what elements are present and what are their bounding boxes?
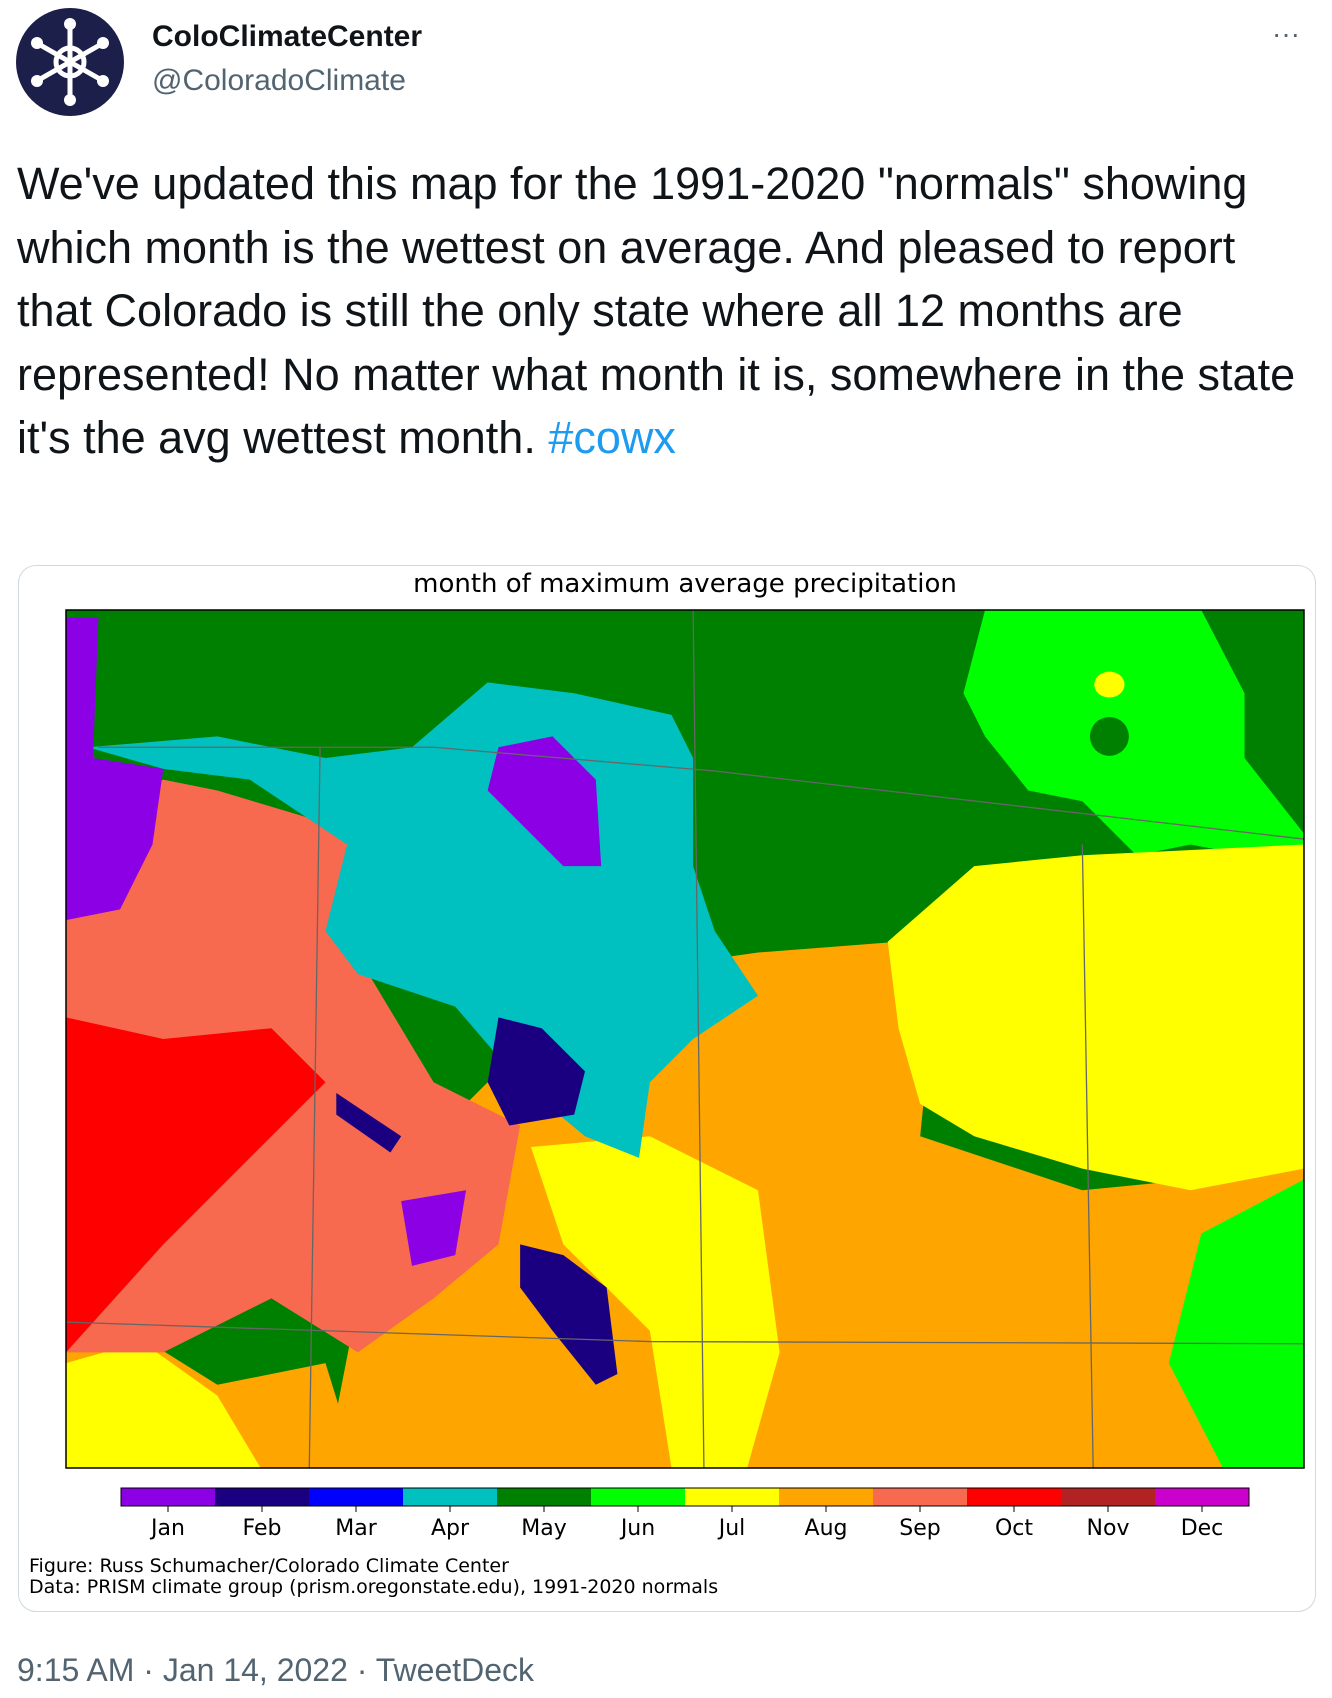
colorbar-label: May: [521, 1516, 566, 1541]
timestamp[interactable]: 9:15 AM · Jan 14, 2022 · TweetDeck: [17, 1652, 535, 1688]
credit-line: Figure: Russ Schumacher/Colorado Climate…: [29, 1555, 509, 1577]
colorbar-label: Aug: [805, 1516, 848, 1541]
avatar[interactable]: [15, 8, 125, 118]
colorbar-label: Apr: [431, 1516, 470, 1541]
tweet-text: We've updated this map for the 1991-2020…: [17, 152, 1317, 470]
colorbar-label: Jan: [149, 1516, 185, 1541]
figure: month of maximum average precipitation: [29, 569, 1305, 1598]
colorbar-label: Sep: [899, 1516, 940, 1541]
tweet-body: We've updated this map for the 1991-2020…: [17, 158, 1296, 463]
colorbar-label: Dec: [1181, 1516, 1224, 1541]
colorbar-label: Jul: [717, 1516, 746, 1541]
figure-title: month of maximum average precipitation: [413, 569, 957, 599]
colorbar: [120, 1487, 1250, 1507]
map: [66, 610, 1304, 1468]
hashtag[interactable]: #cowx: [548, 412, 676, 463]
media-card[interactable]: month of maximum average precipitation: [18, 565, 1316, 1612]
more-button[interactable]: ···: [1272, 18, 1300, 49]
colorbar-label: Feb: [243, 1516, 282, 1541]
display-name[interactable]: ColoClimateCenter: [152, 20, 423, 53]
colorbar-label: Jun: [619, 1516, 655, 1541]
handle[interactable]: @ColoradoClimate: [152, 64, 406, 97]
colorbar-label: Nov: [1087, 1516, 1130, 1541]
credit-line: Data: PRISM climate group (prism.oregons…: [29, 1576, 718, 1598]
colorbar-label: Mar: [335, 1516, 377, 1541]
colorbar-label: Oct: [995, 1516, 1033, 1541]
